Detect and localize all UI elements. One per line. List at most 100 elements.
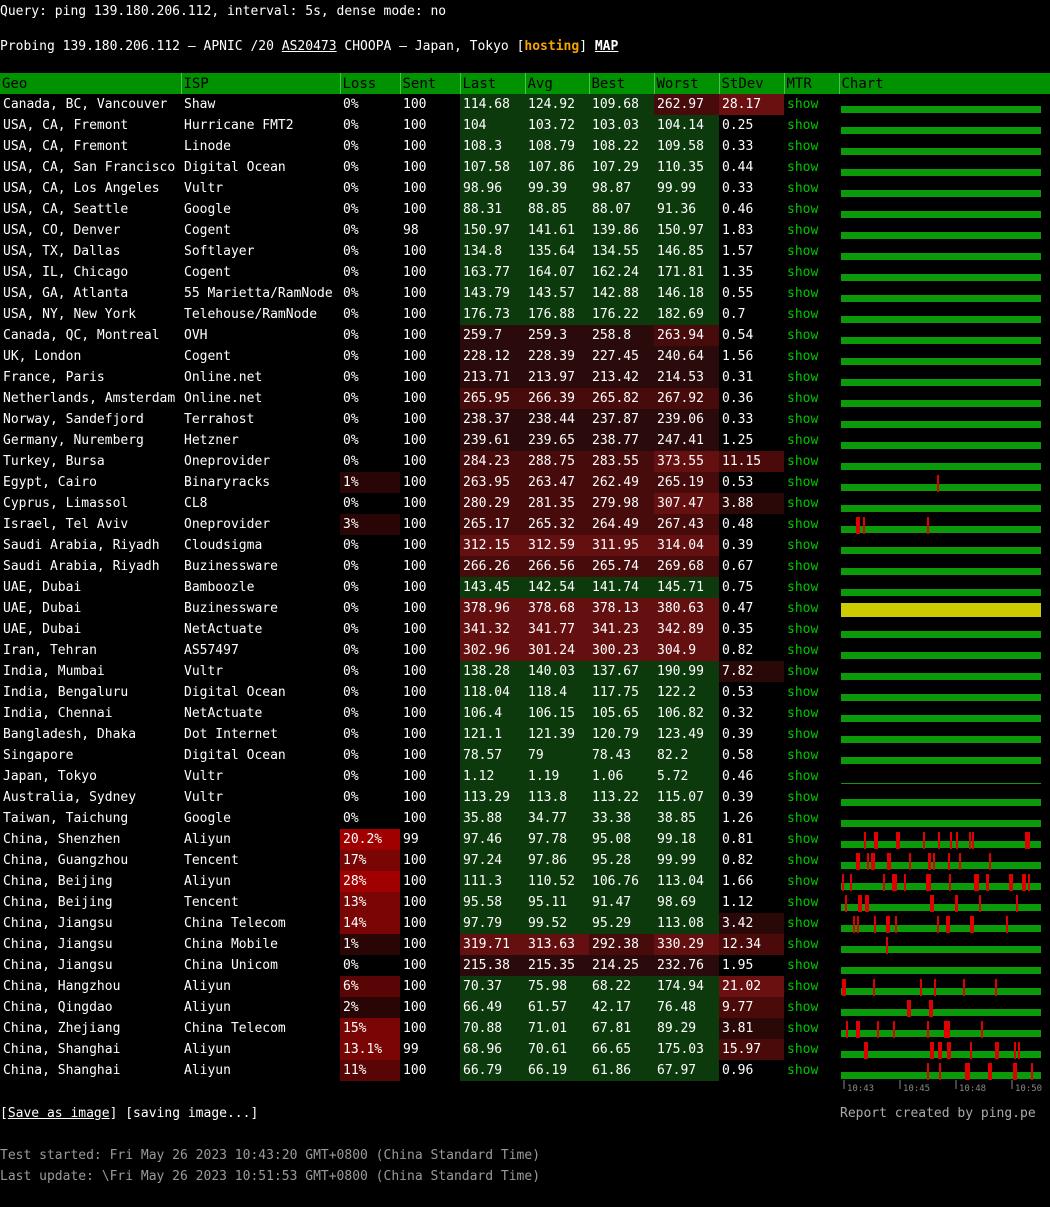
cell-best: 265.74 bbox=[589, 556, 654, 577]
sparkline-bar bbox=[841, 756, 1041, 764]
loss-spike bbox=[929, 873, 931, 891]
cell-loss: 0% bbox=[343, 643, 359, 658]
cell-mtr[interactable]: show bbox=[787, 853, 819, 868]
cell-mtr[interactable]: show bbox=[787, 1021, 819, 1036]
table-row: USA, CO, Denver Cogent 0% 98 150.97 141.61 139… bbox=[0, 220, 1050, 241]
cell-mtr[interactable]: show bbox=[787, 223, 819, 238]
cell-mtr[interactable]: show bbox=[787, 412, 819, 427]
col-last: Last bbox=[460, 73, 526, 94]
cell-stdev: 9.77 bbox=[719, 997, 784, 1018]
cell-mtr[interactable]: show bbox=[787, 874, 819, 889]
loss-spike bbox=[923, 831, 925, 849]
chart-cell bbox=[839, 661, 1050, 682]
cell-sent: 100 bbox=[403, 622, 427, 637]
cell-mtr[interactable]: show bbox=[787, 454, 819, 469]
cell-mtr[interactable]: show bbox=[787, 307, 819, 322]
cell-mtr[interactable]: show bbox=[787, 1042, 819, 1057]
sparkline-bar bbox=[841, 882, 1041, 890]
cell-last: 238.37 bbox=[460, 409, 525, 430]
cell-mtr[interactable]: show bbox=[787, 748, 819, 763]
cell-mtr[interactable]: show bbox=[787, 958, 819, 973]
cell-mtr[interactable]: show bbox=[787, 559, 819, 574]
asn-link[interactable]: AS20473 bbox=[281, 39, 337, 54]
cell-sent: 100 bbox=[403, 433, 427, 448]
cell-mtr[interactable]: show bbox=[787, 370, 819, 385]
cell-stdev: 1.66 bbox=[722, 874, 754, 889]
cell-mtr[interactable]: show bbox=[787, 811, 819, 826]
cell-sent: 100 bbox=[403, 517, 427, 532]
cell-mtr[interactable]: show bbox=[787, 433, 819, 448]
cell-mtr[interactable]: show bbox=[787, 790, 819, 805]
cell-last: 1.12 bbox=[460, 766, 525, 787]
cell-mtr[interactable]: show bbox=[787, 895, 819, 910]
cell-stdev: 0.7 bbox=[722, 307, 746, 322]
cell-loss: 0% bbox=[343, 307, 359, 322]
cell-sent: 100 bbox=[403, 496, 427, 511]
cell-mtr[interactable]: show bbox=[787, 517, 819, 532]
loss-spike bbox=[937, 915, 939, 933]
cell-mtr[interactable]: show bbox=[787, 391, 819, 406]
cell-mtr[interactable]: show bbox=[787, 706, 819, 721]
map-link[interactable]: MAP bbox=[594, 39, 619, 54]
loss-spike bbox=[877, 1020, 879, 1038]
cell-last: 107.58 bbox=[460, 157, 525, 178]
loss-spike bbox=[904, 873, 906, 891]
cell-mtr[interactable]: show bbox=[787, 139, 819, 154]
cell-mtr[interactable]: show bbox=[787, 727, 819, 742]
cell-mtr[interactable]: show bbox=[787, 160, 819, 175]
cell-mtr[interactable]: show bbox=[787, 622, 819, 637]
cell-mtr[interactable]: show bbox=[787, 496, 819, 511]
chart-cell bbox=[839, 556, 1050, 577]
cell-mtr[interactable]: show bbox=[787, 538, 819, 553]
cell-mtr[interactable]: show bbox=[787, 979, 819, 994]
cell-mtr[interactable]: show bbox=[787, 937, 819, 952]
table-row: Cyprus, Limassol CL8 0% 100 280.29 281.35 279.… bbox=[0, 493, 1050, 514]
cell-mtr[interactable]: show bbox=[787, 244, 819, 259]
cell-mtr[interactable]: show bbox=[787, 475, 819, 490]
cell-mtr[interactable]: show bbox=[787, 832, 819, 847]
cell-mtr[interactable]: show bbox=[787, 685, 819, 700]
cell-mtr[interactable]: show bbox=[787, 181, 819, 196]
sparkline-bar bbox=[841, 357, 1041, 365]
cell-stdev: 1.12 bbox=[722, 895, 754, 910]
save-as-image-link[interactable]: Save as image bbox=[7, 1106, 110, 1121]
cell-mtr[interactable]: show bbox=[787, 97, 819, 112]
cell-stdev: 1.26 bbox=[722, 811, 754, 826]
cell-mtr[interactable]: show bbox=[787, 202, 819, 217]
cell-loss: 17% bbox=[340, 850, 400, 871]
cell-mtr[interactable]: show bbox=[787, 328, 819, 343]
cell-loss: 0% bbox=[343, 685, 359, 700]
loss-spike bbox=[946, 915, 950, 933]
cell-geo: Canada, QC, Montreal bbox=[3, 328, 160, 343]
cell-loss: 1% bbox=[340, 934, 400, 955]
last-update: Last update: \Fri May 26 2023 10:51:53 G… bbox=[0, 1169, 541, 1184]
cell-mtr[interactable]: show bbox=[787, 601, 819, 616]
cell-mtr[interactable]: show bbox=[787, 265, 819, 280]
col-chart: Chart bbox=[839, 73, 1050, 94]
table-row: Singapore Digital Ocean 0% 100 78.57 79 78.43 8… bbox=[0, 745, 1050, 766]
cell-mtr[interactable]: show bbox=[787, 1063, 819, 1078]
cell-stdev: 0.39 bbox=[722, 727, 754, 742]
cell-mtr[interactable]: show bbox=[787, 1000, 819, 1015]
loss-spike bbox=[853, 915, 855, 933]
loss-spike bbox=[886, 936, 888, 954]
cell-mtr[interactable]: show bbox=[787, 643, 819, 658]
latency-sparkline bbox=[841, 462, 1041, 470]
cell-last: 35.88 bbox=[460, 808, 525, 829]
loss-spike bbox=[895, 915, 897, 933]
cell-loss: 0% bbox=[343, 727, 359, 742]
cell-isp: Terrahost bbox=[184, 412, 255, 427]
latency-sparkline bbox=[841, 602, 1041, 617]
cell-geo: Egypt, Cairo bbox=[3, 475, 97, 490]
cell-sent: 100 bbox=[403, 202, 427, 217]
cell-mtr[interactable]: show bbox=[787, 580, 819, 595]
cell-mtr[interactable]: show bbox=[787, 664, 819, 679]
cell-mtr[interactable]: show bbox=[787, 118, 819, 133]
sparkline-bar bbox=[841, 168, 1041, 176]
table-row: India, Chennai NetActuate 0% 100 106.4 106.15… bbox=[0, 703, 1050, 724]
cell-isp: OVH bbox=[184, 328, 208, 343]
cell-mtr[interactable]: show bbox=[787, 916, 819, 931]
cell-mtr[interactable]: show bbox=[787, 769, 819, 784]
cell-mtr[interactable]: show bbox=[787, 286, 819, 301]
cell-mtr[interactable]: show bbox=[787, 349, 819, 364]
